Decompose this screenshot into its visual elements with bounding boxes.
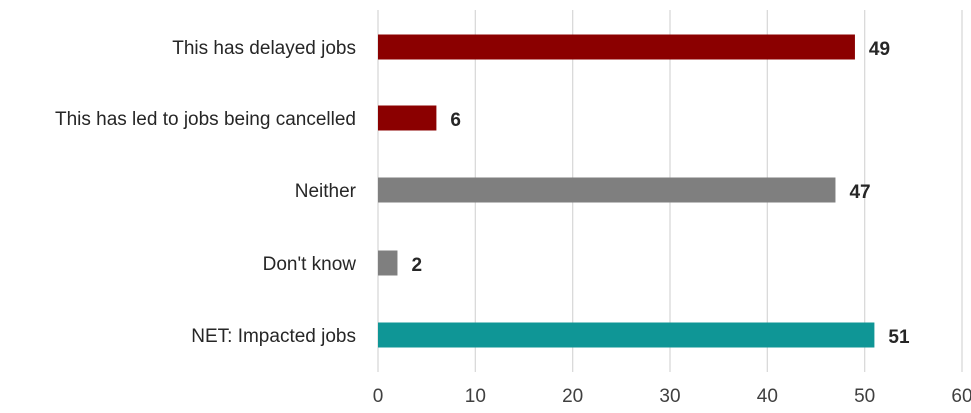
category-label: This has delayed jobs <box>172 38 356 59</box>
x-tick-label: 10 <box>465 386 486 407</box>
data-label: 6 <box>450 110 461 131</box>
data-label: 47 <box>849 182 870 203</box>
x-axis-ticks: 0 10 20 30 40 50 60 <box>373 386 971 407</box>
data-label: 49 <box>869 39 890 60</box>
x-tick-label: 20 <box>562 386 583 407</box>
category-label: Don't know <box>263 254 357 275</box>
x-tick-label: 0 <box>373 386 384 407</box>
category-label: NET: Impacted jobs <box>191 326 356 347</box>
data-label: 2 <box>411 255 422 276</box>
bar <box>378 34 855 60</box>
x-tick-label: 60 <box>951 386 971 407</box>
data-labels: 49 6 47 2 51 <box>411 39 910 348</box>
category-labels: This has delayed jobs This has led to job… <box>55 38 357 347</box>
bar <box>378 105 437 131</box>
bar <box>378 177 836 203</box>
bar <box>378 322 875 348</box>
x-tick-label: 30 <box>659 386 680 407</box>
bars <box>378 34 875 348</box>
category-label: This has led to jobs being cancelled <box>55 109 356 130</box>
category-label: Neither <box>295 181 357 202</box>
x-tick-label: 50 <box>854 386 875 407</box>
data-label: 51 <box>888 327 910 348</box>
x-tick-label: 40 <box>757 386 778 407</box>
bar <box>378 250 398 276</box>
